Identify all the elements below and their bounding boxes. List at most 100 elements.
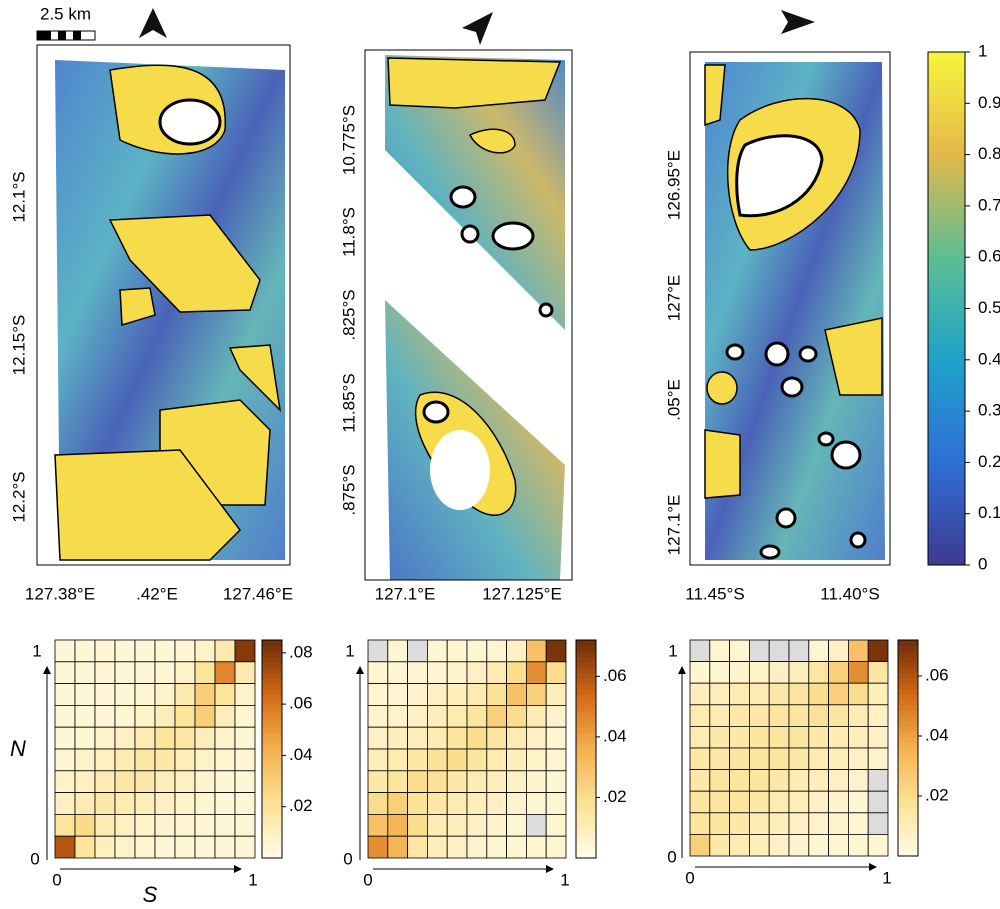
heatmap-colorbar-label: .04 [925, 725, 949, 744]
x-tick-label: .42°E [136, 584, 178, 603]
heatmap-colorbar-band [898, 850, 918, 857]
heatmap-cell [194, 748, 216, 772]
heatmap-colorbar-band [898, 839, 918, 846]
heatmap-colorbar-band [576, 694, 596, 701]
heatmap-colorbar-band [262, 808, 282, 815]
heatmap-cell [114, 683, 136, 706]
heatmap-colorbar-band [262, 727, 282, 734]
heatmap-colorbar-label: .02 [603, 787, 627, 806]
heatmap-cell [74, 639, 96, 663]
heatmap-colorbar-band [898, 694, 918, 700]
heatmap-cell [367, 683, 389, 706]
heatmap-cell [506, 748, 527, 772]
heatmap-cell [526, 683, 547, 706]
heatmap-cell [749, 661, 770, 684]
heatmap-colorbar-band [262, 765, 282, 772]
heatmap-cell [74, 661, 96, 684]
heatmap-cell [808, 790, 829, 814]
heatmap-colorbar-band [262, 645, 282, 652]
heatmap-cell [526, 748, 547, 772]
heatmap-colorbar-band [262, 710, 282, 717]
heatmap-colorbar-band [898, 656, 918, 663]
heatmap-colorbar-band [898, 807, 918, 814]
heatmap-cell [367, 705, 389, 728]
axis-label: 1 [345, 641, 354, 660]
heatmap-cell [407, 814, 428, 837]
heatmap-colorbar-label: .04 [603, 726, 627, 745]
heatmap-cell [387, 748, 408, 772]
heatmap-colorbar-band [898, 742, 918, 749]
heatmap-cell [234, 770, 256, 793]
heatmap-cell [788, 682, 810, 706]
x-tick-label: 11.40°S [820, 584, 879, 603]
heatmap-cell [526, 661, 547, 684]
colorbar-label: 0.3 [978, 401, 1000, 420]
heatmap-cell [466, 814, 488, 837]
heatmap-cell [867, 639, 889, 663]
heatmap-cell [486, 835, 507, 859]
heatmap-cell [808, 769, 829, 792]
map-frame [364, 49, 573, 581]
heatmap-cell [848, 790, 869, 814]
heatmap-cell [426, 726, 448, 750]
heatmap-cell [808, 812, 829, 835]
heatmap-cell [387, 705, 408, 728]
heatmap-cell [709, 812, 730, 835]
heatmap-colorbar-band [576, 792, 596, 799]
heatmap-cell [74, 705, 96, 728]
heatmap-cell [848, 639, 869, 663]
heatmap-colorbar-band [262, 667, 282, 674]
heatmap-colorbar-band [262, 705, 282, 712]
heatmap-cell [749, 790, 770, 814]
heatmap-cell [526, 792, 547, 815]
heatmap-cell [407, 726, 428, 750]
heatmap-cell [486, 639, 507, 663]
heatmap-colorbar-band [262, 770, 282, 777]
heatmap-cell [214, 835, 236, 859]
heatmap-cell [194, 835, 216, 859]
heatmap-cell [788, 834, 810, 857]
heatmap-cell [134, 748, 156, 772]
colorbar-label: 0.6 [978, 247, 1000, 266]
heatmap-cell [387, 792, 408, 815]
axis-label: 1 [668, 641, 677, 660]
heatmap-cell [808, 834, 829, 857]
heatmap-cell [154, 792, 176, 815]
heatmap-cell [194, 814, 216, 837]
heatmap-cell [214, 661, 236, 684]
heatmap-cell [234, 748, 256, 772]
heatmap-cell [367, 792, 389, 815]
heatmap-cell [709, 769, 730, 792]
heatmap-cell [867, 704, 889, 727]
heatmap-colorbar-band [262, 798, 282, 804]
heatmap-colorbar-band [898, 748, 918, 754]
heatmap-cell [848, 661, 869, 684]
heatmap-colorbar-band [898, 667, 918, 673]
heatmap-cell [174, 726, 196, 750]
heatmap-colorbar-band [576, 825, 596, 832]
heatmap-cell [387, 835, 408, 859]
heatmap-cell [426, 770, 448, 793]
heatmap-cell [466, 835, 488, 859]
heatmap-cell [545, 814, 567, 837]
heatmap-cell [407, 661, 428, 684]
heatmap-cell [689, 769, 711, 792]
heatmap-cell [446, 814, 468, 837]
heatmap-cell [94, 705, 116, 728]
heatmap-colorbar-band [262, 694, 282, 701]
heatmap-colorbar-label: .02 [289, 796, 313, 815]
colorbar-label: 0.4 [978, 349, 1000, 368]
heatmap-cell [54, 639, 76, 663]
heatmap-cell [848, 834, 869, 857]
heatmap-colorbar-label: .06 [289, 694, 313, 713]
heatmap-cell [729, 682, 750, 706]
heatmap-cell [94, 835, 116, 859]
heatmap-cell [94, 770, 116, 793]
heatmap-colorbar-band [576, 819, 596, 826]
heatmap-cell [114, 748, 136, 772]
heatmap-cell [828, 790, 849, 814]
heatmap-cell [234, 792, 256, 815]
heatmap-colorbar-band [898, 829, 918, 835]
heatmap-cell [545, 770, 567, 793]
